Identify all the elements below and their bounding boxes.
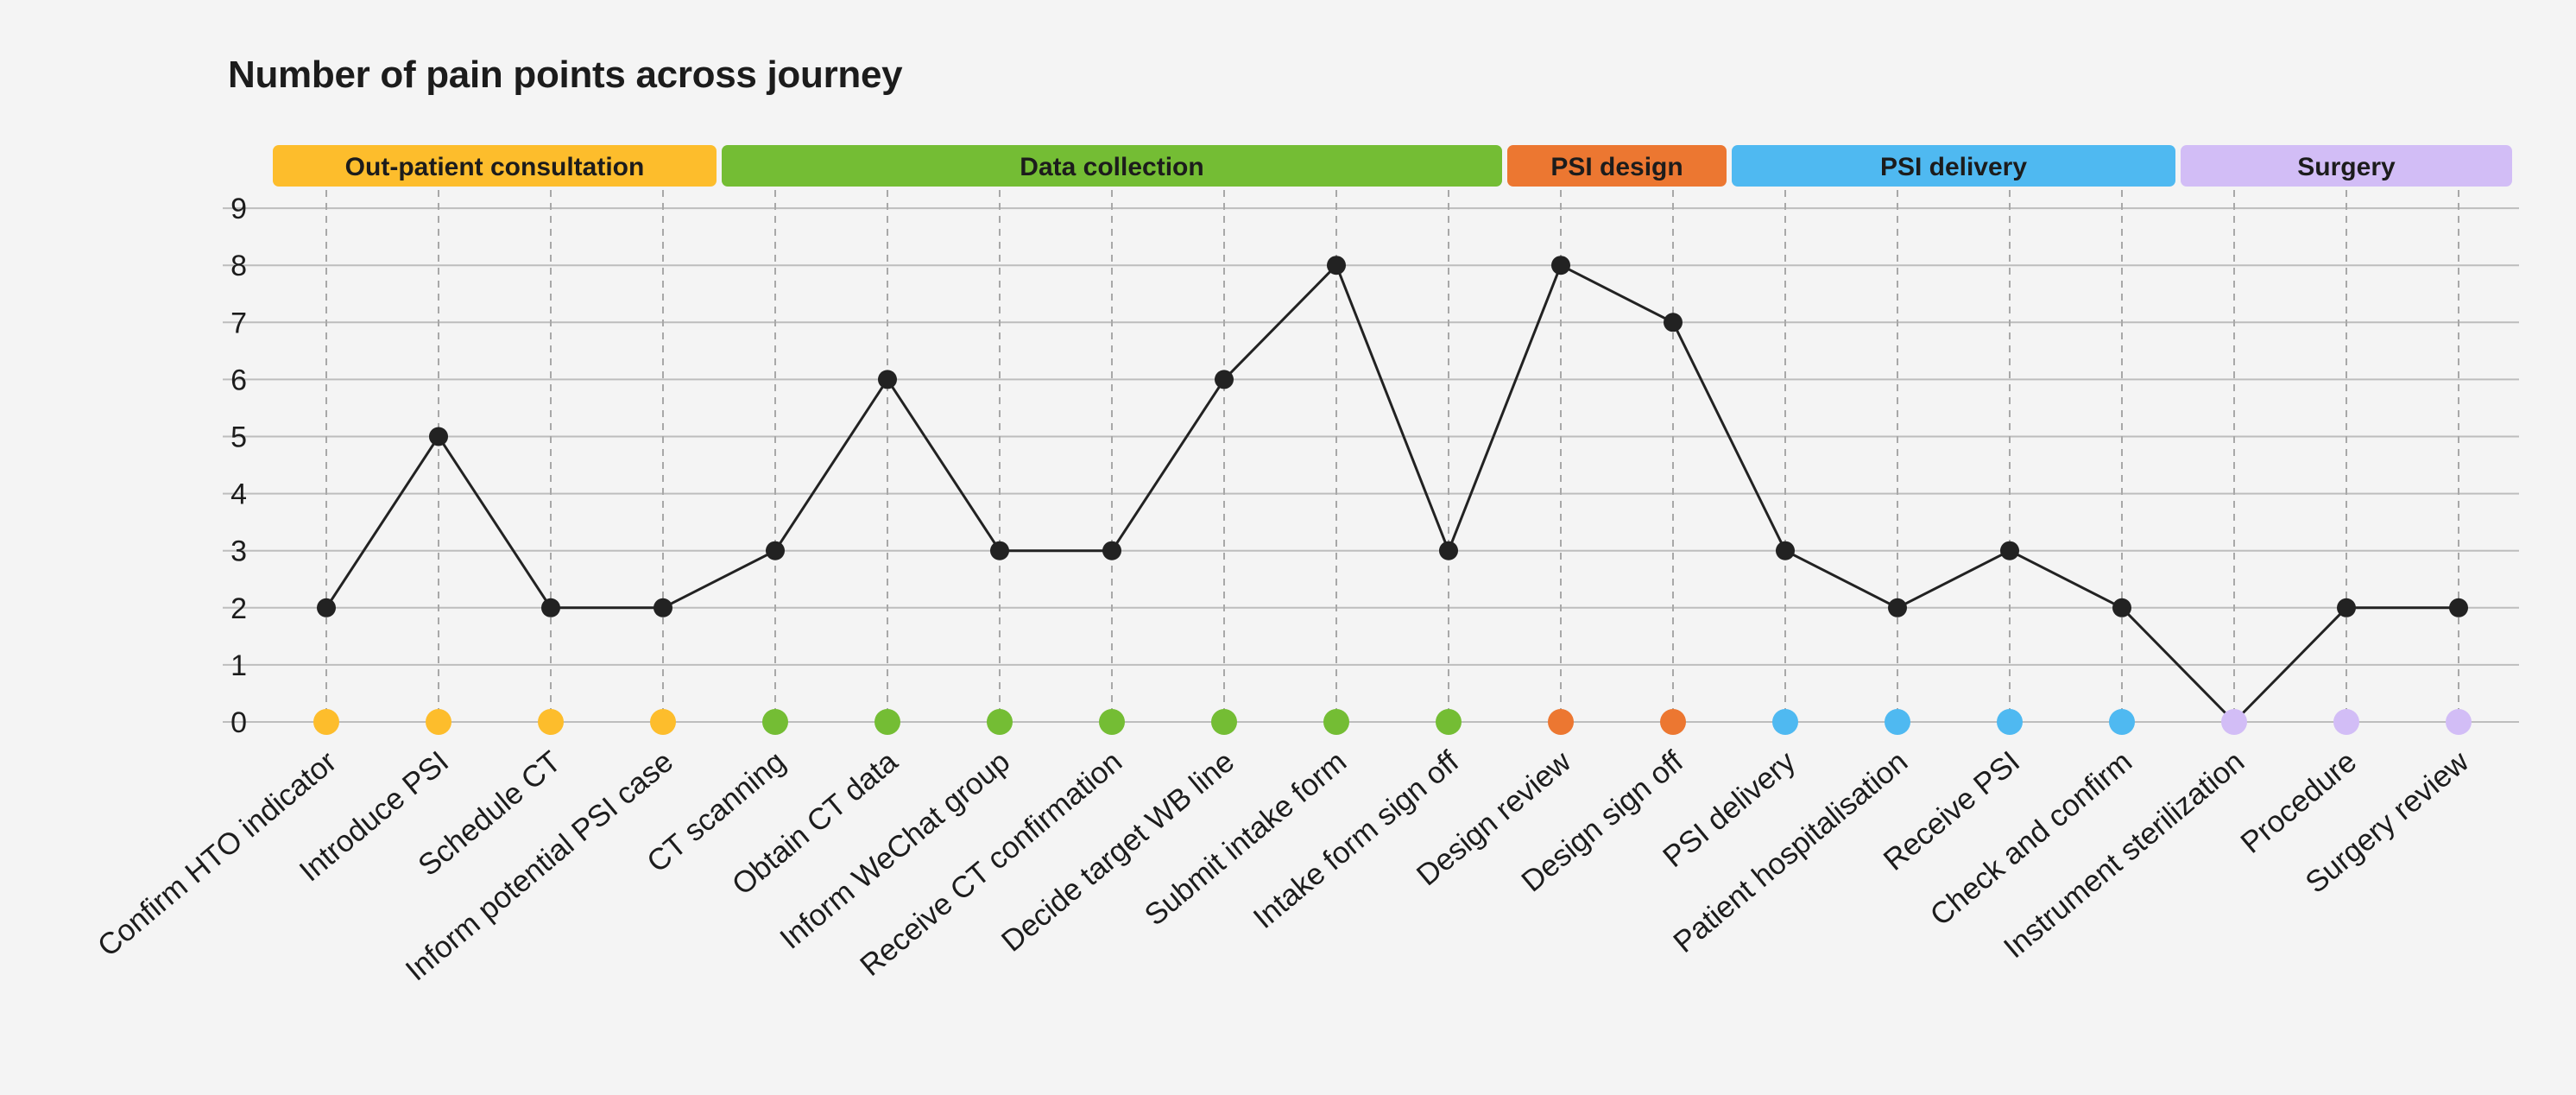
- stage-dot: [1548, 709, 1574, 735]
- stage-dot: [1660, 709, 1686, 735]
- stage-label: Out-patient consultation: [345, 153, 645, 181]
- data-point: [1664, 313, 1683, 332]
- y-tick-label: 7: [230, 307, 247, 339]
- series-polyline: [325, 263, 2459, 724]
- data-point: [1439, 541, 1458, 560]
- stage-label: Surgery: [2297, 153, 2396, 181]
- y-tick-label: 8: [230, 250, 247, 282]
- stage-band: [273, 145, 717, 187]
- y-tick-label: 0: [230, 706, 247, 739]
- chart-title: Number of pain points across journey: [228, 54, 903, 96]
- stage-dot: [2333, 709, 2359, 735]
- stage-band: [1732, 145, 2175, 187]
- stage-header-bar: Out-patient consultation Data collection P…: [273, 145, 2512, 187]
- stage-dot: [762, 709, 788, 735]
- stage-dot: [2109, 709, 2135, 735]
- data-point: [878, 370, 897, 389]
- data-point: [1327, 256, 1346, 275]
- data-point: [2449, 598, 2468, 617]
- x-tick-label: Intake form sign off: [1247, 744, 1466, 935]
- x-tick-label: Submit intake form: [1139, 744, 1354, 932]
- data-point: [1215, 370, 1234, 389]
- stage-band: [722, 145, 1502, 187]
- stage-dot: [1885, 709, 1910, 735]
- series-line: [325, 263, 2459, 724]
- y-tick-label: 3: [230, 535, 247, 568]
- data-point: [317, 598, 336, 617]
- data-point: [2337, 598, 2356, 617]
- data-point: [429, 427, 448, 446]
- stage-label: PSI design: [1550, 153, 1683, 181]
- data-point: [1888, 598, 1907, 617]
- stage-dot: [1323, 709, 1349, 735]
- data-point: [1551, 256, 1570, 275]
- data-point: [1102, 541, 1121, 560]
- stage-dot: [1436, 709, 1462, 735]
- data-point: [653, 598, 672, 617]
- data-point: [541, 598, 560, 617]
- horizontal-gridlines: [223, 207, 2519, 723]
- stage-label: PSI delivery: [1880, 153, 2027, 181]
- category-guide-lines: [325, 190, 2459, 722]
- data-point: [766, 541, 785, 560]
- y-tick-label: 9: [230, 193, 247, 225]
- y-tick-label: 4: [230, 478, 247, 511]
- stage-dot: [2446, 709, 2472, 735]
- series-points: [317, 256, 2468, 617]
- stage-dot: [874, 709, 900, 735]
- y-axis-tick-labels: 0 1 2 3 4 5 6 7 8 9: [230, 193, 247, 739]
- stage-dot: [426, 709, 451, 735]
- stage-band: [2181, 145, 2512, 187]
- stage-dot: [650, 709, 676, 735]
- stage-dot: [1211, 709, 1237, 735]
- stage-dot: [1099, 709, 1125, 735]
- data-point: [2000, 541, 2019, 560]
- y-tick-label: 2: [230, 592, 247, 625]
- y-tick-label: 6: [230, 364, 247, 396]
- stage-dot: [1772, 709, 1798, 735]
- y-tick-label: 1: [230, 649, 247, 682]
- stage-band: [1507, 145, 1727, 187]
- stage-dot: [313, 709, 339, 735]
- data-point: [1776, 541, 1795, 560]
- stage-dot: [1997, 709, 2023, 735]
- stage-dot: [538, 709, 564, 735]
- data-point: [990, 541, 1009, 560]
- stage-label: Data collection: [1020, 153, 1203, 181]
- stage-dot: [987, 709, 1013, 735]
- y-tick-label: 5: [230, 421, 247, 454]
- data-point: [2112, 598, 2131, 617]
- stage-indicator-dots: [313, 709, 2472, 735]
- stage-dot: [2221, 709, 2247, 735]
- x-tick-label: Check and confirm: [1924, 744, 2139, 932]
